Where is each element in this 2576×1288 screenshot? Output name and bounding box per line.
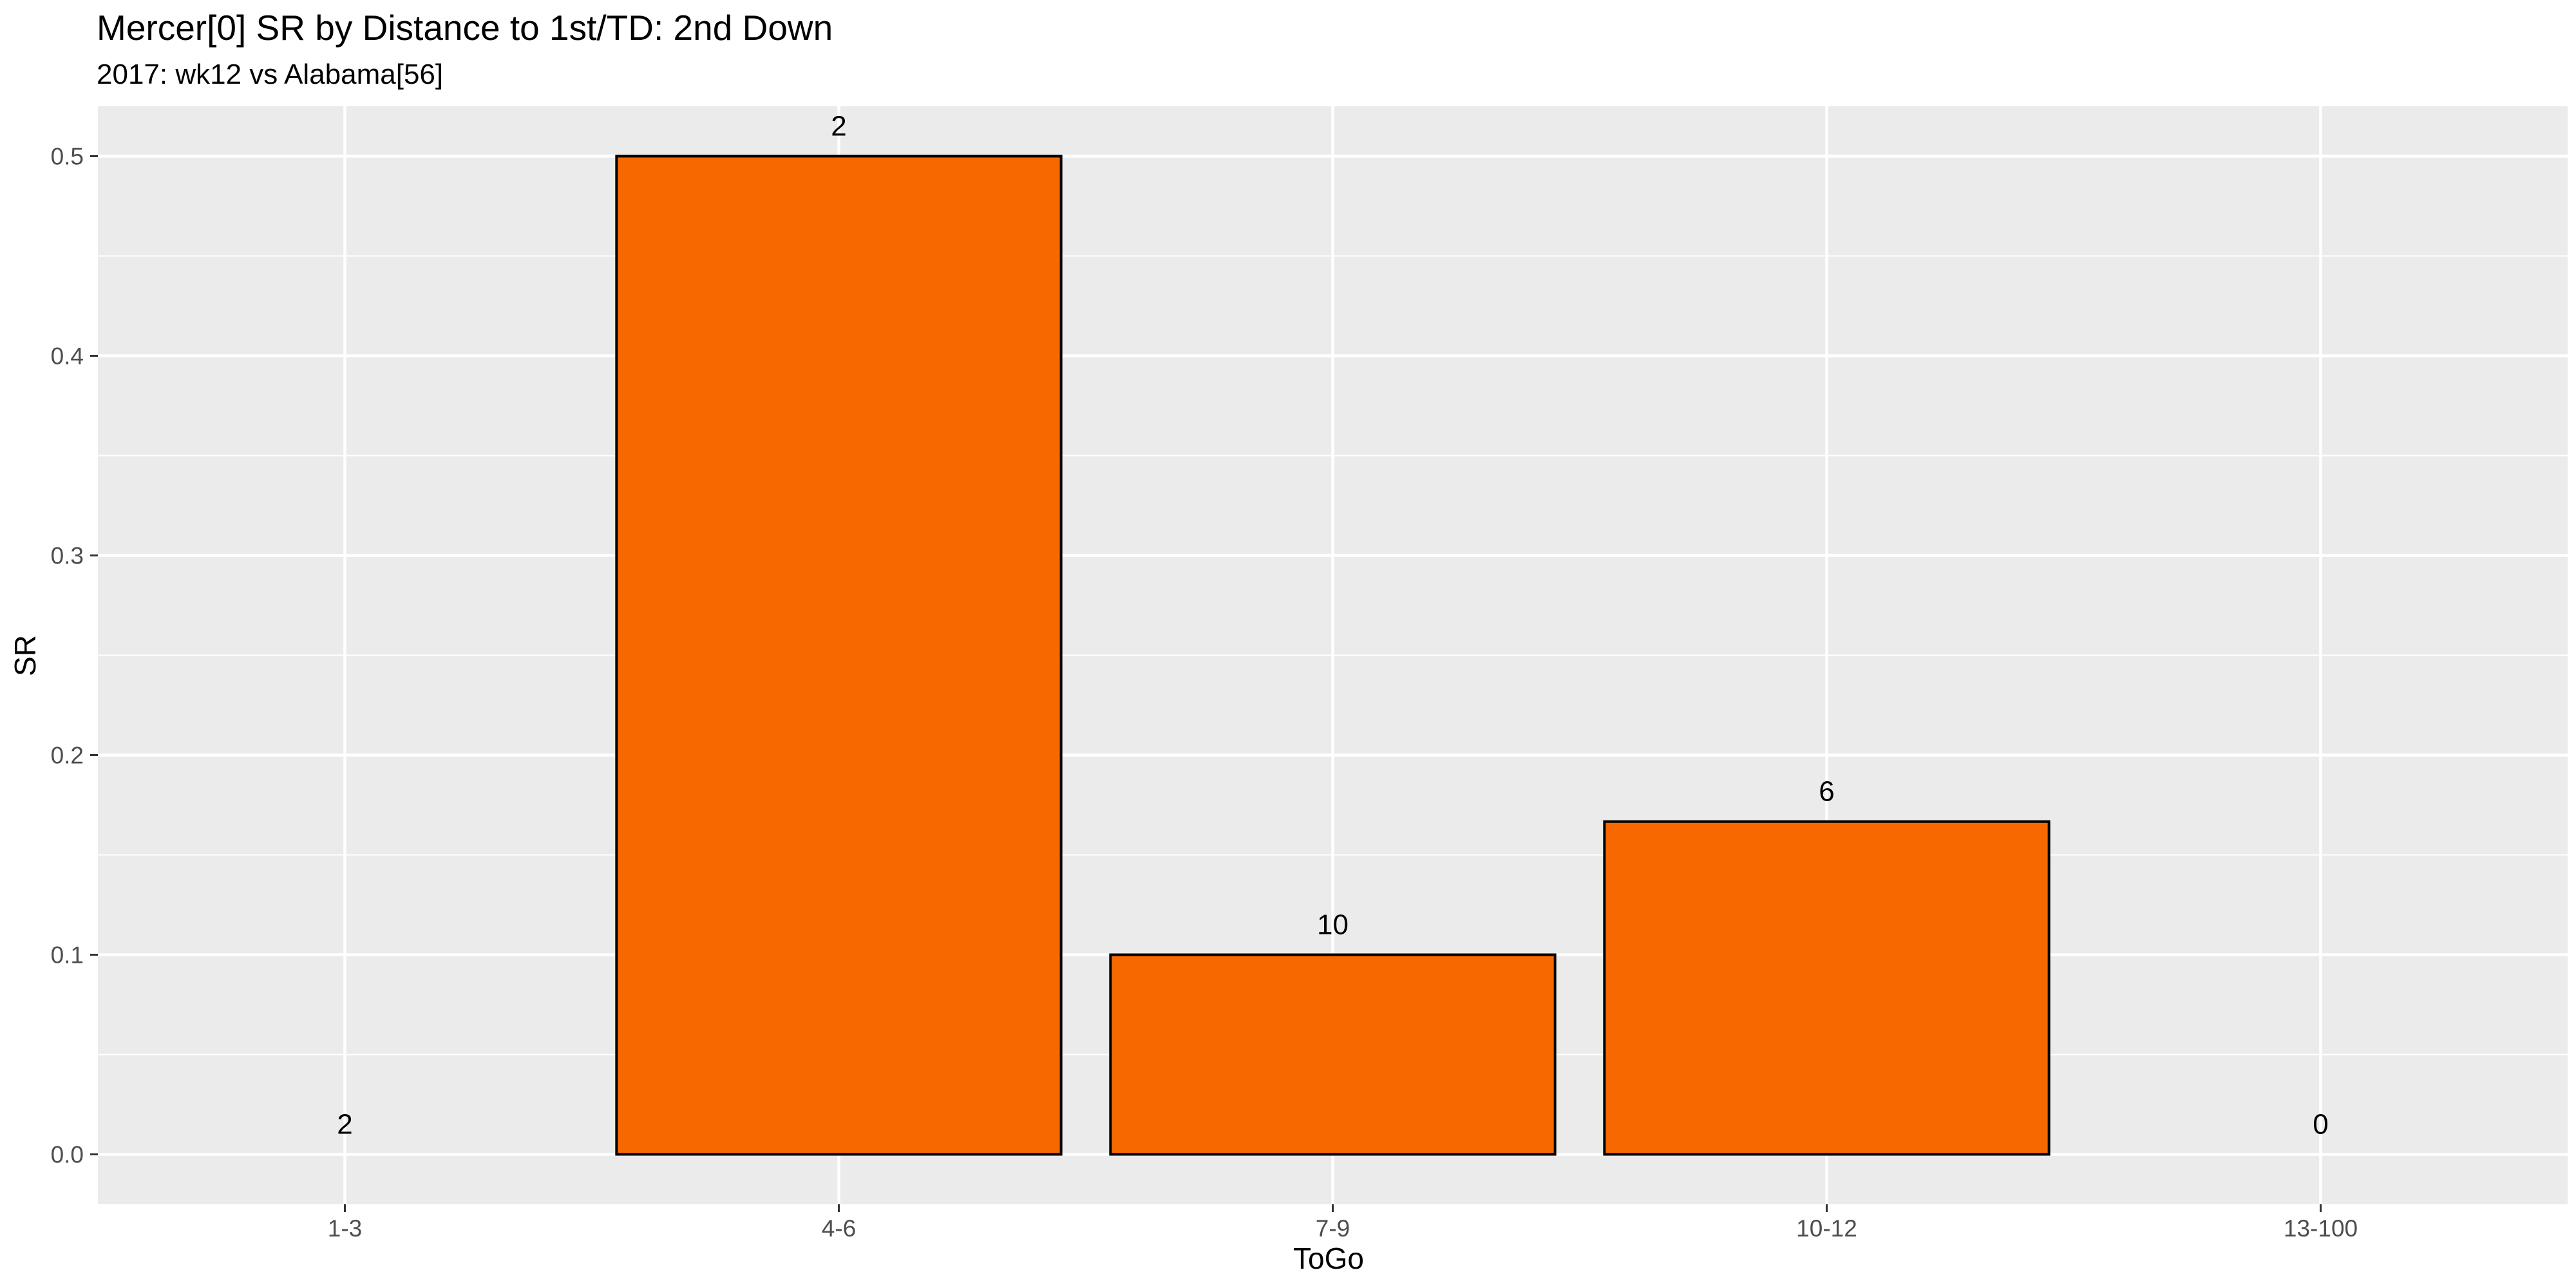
y-axis: 0.0 0.1 0.2 0.3 0.4 0.5	[51, 144, 98, 1168]
bar-10-12	[1603, 820, 2050, 1156]
chart-title: Mercer[0] SR by Distance to 1st/TD: 2nd …	[97, 8, 833, 48]
bar-7-9	[1109, 953, 1557, 1156]
y-axis-title: SR	[8, 635, 42, 676]
y-tick-label: 0.2	[51, 743, 84, 769]
bar-labels: 2 2 10 6 0	[337, 111, 2328, 1141]
y-tick-label: 0.0	[51, 1142, 84, 1168]
y-tick-label: 0.5	[51, 144, 84, 170]
bar-4-6	[615, 155, 1063, 1156]
y-tick-label: 0.3	[51, 543, 84, 569]
bar-label-10-12: 6	[1819, 776, 1834, 808]
x-tick-label: 7-9	[1316, 1215, 1350, 1242]
y-tick-label: 0.1	[51, 942, 84, 969]
bar-label-13-100: 0	[2313, 1109, 2328, 1141]
x-axis: 1-3 4-6 7-9 10-12 13-100	[328, 1204, 2358, 1242]
x-tick-label: 4-6	[822, 1215, 856, 1242]
bar-label-4-6: 2	[831, 111, 846, 142]
x-tick-label: 10-12	[1796, 1215, 1857, 1242]
y-tick-label: 0.4	[51, 343, 84, 370]
x-tick-label: 13-100	[2284, 1215, 2358, 1242]
bars	[615, 155, 2050, 1156]
bar-label-7-9: 10	[1317, 909, 1349, 941]
bar-label-1-3: 2	[337, 1109, 352, 1141]
x-axis-title: ToGo	[1293, 1242, 1364, 1275]
chart-subtitle: 2017: wk12 vs Alabama[56]	[97, 59, 443, 90]
gridlines	[98, 106, 2568, 1204]
x-tick-label: 1-3	[328, 1215, 362, 1242]
